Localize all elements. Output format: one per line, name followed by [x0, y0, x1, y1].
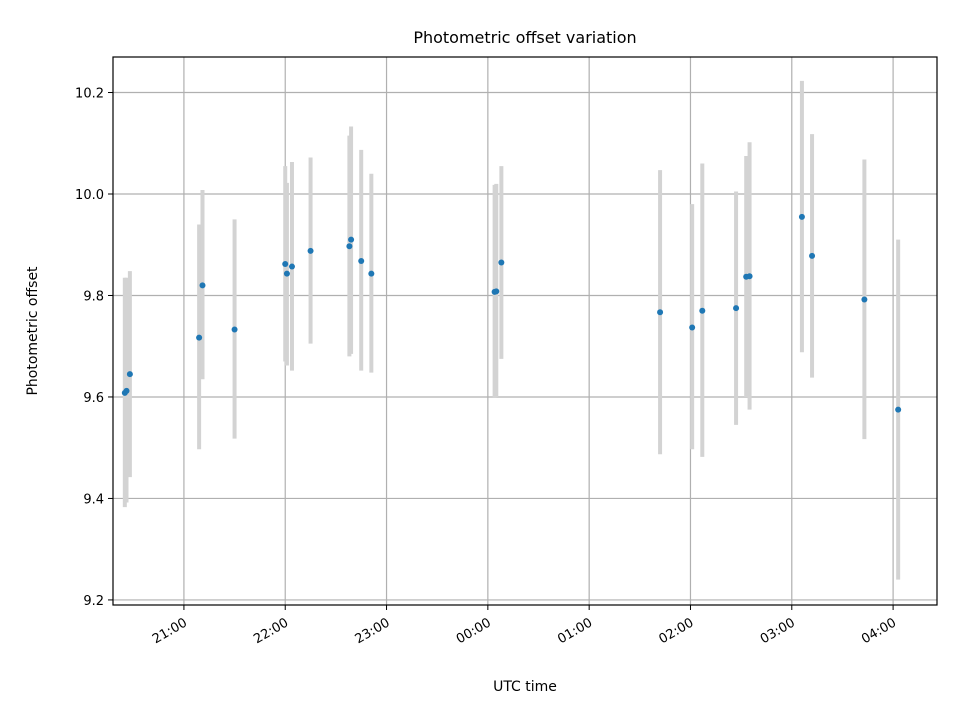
plot-frame	[112, 56, 938, 606]
data-point	[746, 273, 753, 280]
data-point	[657, 309, 664, 316]
data-point	[699, 307, 706, 314]
data-point	[733, 305, 740, 312]
data-point	[798, 213, 805, 220]
y-tick-labels: 9.2 9.4 9.6 9.8 10.0 10.2	[75, 87, 104, 609]
data-point	[123, 387, 130, 394]
data-point	[199, 282, 206, 289]
data-point	[689, 324, 696, 331]
data-point	[498, 259, 505, 266]
data-point	[368, 270, 375, 277]
y-tick-label: 10.0	[75, 188, 104, 203]
data-point	[126, 371, 133, 378]
y-tick-label: 10.2	[75, 87, 104, 102]
x-axis-label: UTC time	[493, 679, 557, 695]
data-point	[348, 236, 355, 243]
data-point	[358, 257, 365, 264]
data-point	[346, 243, 353, 250]
markers	[121, 213, 902, 413]
data-point	[231, 326, 238, 333]
chart-title: Photometric offset variation	[413, 28, 636, 47]
data-point	[283, 270, 290, 277]
y-tick-label: 9.6	[83, 391, 104, 406]
data-point	[196, 334, 203, 341]
data-point	[861, 296, 868, 303]
data-point	[493, 288, 500, 295]
y-tick-label: 9.4	[83, 492, 104, 507]
data-point	[288, 263, 295, 270]
data-point	[282, 261, 289, 268]
y-tick-label: 9.2	[83, 594, 104, 609]
data-point	[895, 406, 902, 413]
y-tick-label: 9.8	[83, 289, 104, 304]
y-axis-label: Photometric offset	[25, 266, 41, 396]
data-point	[307, 247, 314, 254]
data-point	[809, 252, 816, 259]
ticks	[108, 92, 894, 610]
